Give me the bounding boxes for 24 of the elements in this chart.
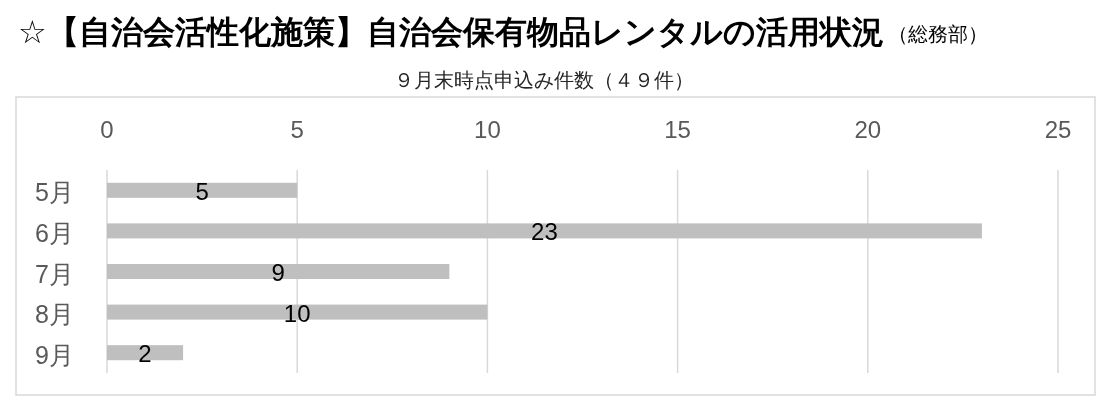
chart-subtitle: ９月末時点申込み件数（４９件） (393, 68, 694, 92)
y-tick-label: 8月 (35, 300, 74, 329)
data-label: 23 (531, 218, 558, 246)
chart-title: ☆【自治会活性化施策】自治会保有物品レンタルの活用状況 (18, 14, 884, 50)
y-tick-label: 6月 (35, 218, 74, 247)
x-tick-label: 5 (290, 115, 304, 143)
bar (107, 223, 982, 239)
data-label: 9 (271, 259, 285, 286)
x-tick-label: 20 (854, 115, 882, 143)
bar (107, 263, 450, 280)
y-tick-label: 7月 (35, 259, 74, 288)
x-tick-label: 15 (664, 115, 691, 143)
y-tick-label: 5月 (35, 178, 74, 207)
data-label: 10 (283, 299, 311, 327)
bar (107, 304, 488, 320)
x-tick-label: 10 (474, 115, 501, 143)
bar (107, 182, 298, 198)
text: （総務部） (887, 23, 988, 45)
x-tick-label: 25 (1044, 115, 1072, 143)
x-tick-label: 0 (100, 115, 114, 143)
y-tick-label: 9月 (35, 340, 74, 369)
data-label: 2 (138, 340, 152, 368)
data-label: 5 (195, 177, 209, 205)
bar (107, 345, 184, 361)
